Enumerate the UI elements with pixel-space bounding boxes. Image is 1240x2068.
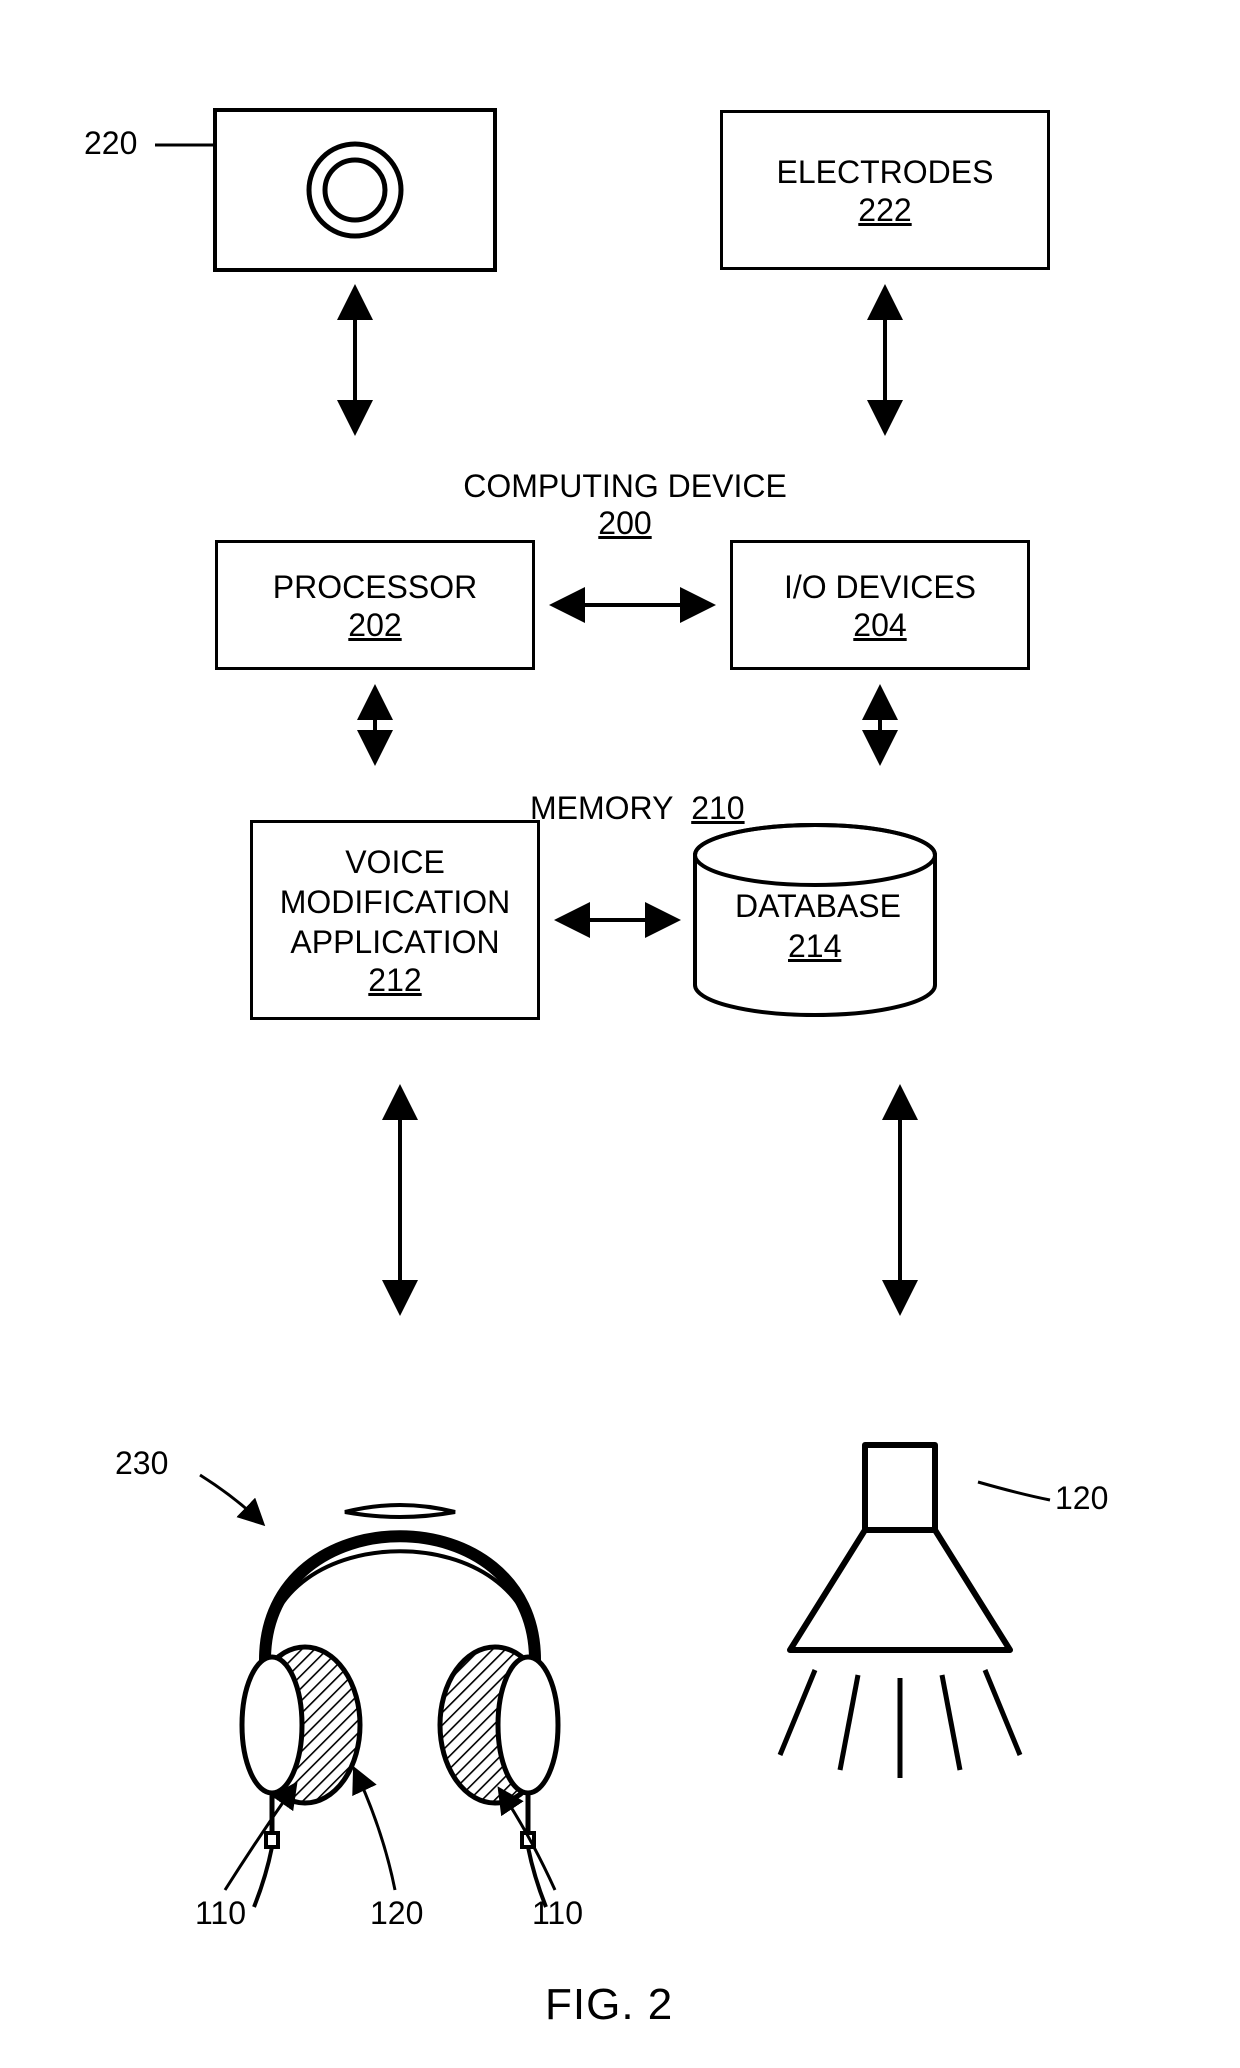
processor-ref: 202	[348, 607, 401, 644]
computing-device-label-text: COMPUTING DEVICE	[463, 468, 787, 504]
processor-label: PROCESSOR	[273, 567, 477, 607]
voice-app-label: VOICE MODIFICATION APPLICATION	[280, 842, 511, 962]
headset-icon	[242, 1505, 558, 1907]
ref-220: 220	[84, 125, 137, 162]
ref-230: 230	[115, 1445, 168, 1482]
ref-120-cone: 120	[1055, 1480, 1108, 1517]
io-devices-ref: 204	[853, 607, 906, 644]
memory-ref: 210	[691, 790, 744, 826]
computing-device-ref: 200	[598, 505, 651, 541]
memory-label: MEMORY 210	[530, 790, 745, 827]
io-devices-box: I/O DEVICES 204	[730, 540, 1030, 670]
camera-module	[215, 110, 495, 270]
io-devices-label: I/O DEVICES	[784, 567, 976, 607]
voice-app-ref: 212	[368, 962, 421, 999]
database-ref: 214	[788, 928, 841, 965]
figure-label: FIG. 2	[545, 1980, 673, 2030]
ref-110-left: 110	[195, 1895, 246, 1932]
diagram-canvas	[0, 0, 1240, 2068]
memory-label-text: MEMORY	[530, 790, 673, 826]
loudspeaker-icon	[780, 1445, 1020, 1778]
ref-120-headset: 120	[370, 1895, 423, 1932]
electrodes-label: ELECTRODES	[777, 152, 994, 192]
processor-box: PROCESSOR 202	[215, 540, 535, 670]
ref-110-right: 110	[532, 1895, 583, 1932]
computing-device-label: COMPUTING DEVICE 200	[460, 468, 790, 542]
voice-app-box: VOICE MODIFICATION APPLICATION 212	[250, 820, 540, 1020]
electrodes-box: ELECTRODES 222	[720, 110, 1050, 270]
database-label: DATABASE	[735, 888, 895, 925]
electrodes-ref: 222	[858, 192, 911, 229]
